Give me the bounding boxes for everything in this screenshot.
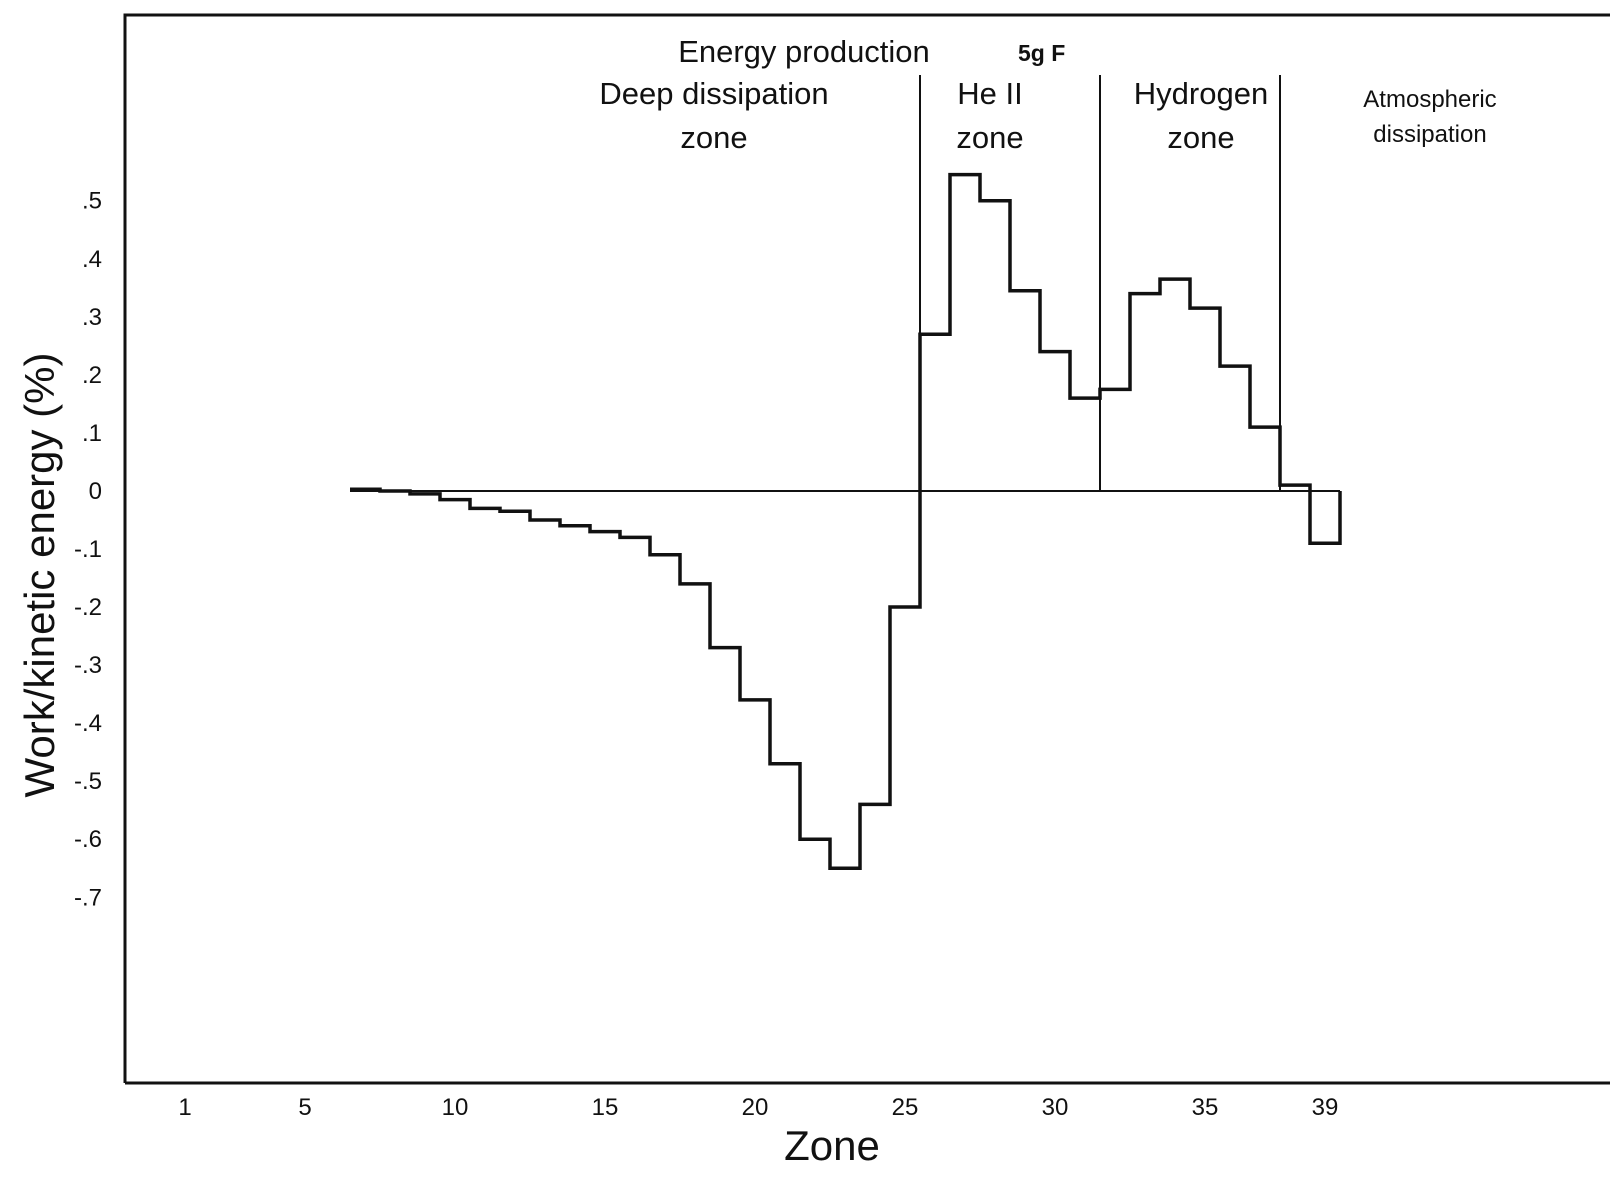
x-tick-label: 5 [298,1094,311,1121]
y-tick-label: -.6 [74,826,102,853]
deep-dissipation-label: Deep dissipation [599,76,828,111]
he-ii-label: He II [957,76,1022,111]
y-tick-label: -.4 [74,710,102,737]
hydrogen-zone-label: zone [1167,120,1234,155]
y-tick-label: -.3 [74,652,102,679]
atmospheric-dissipation-label: dissipation [1373,121,1486,148]
y-tick-label: 0 [89,478,102,505]
x-tick-label: 35 [1192,1094,1219,1121]
y-tick-labels: .5 .4 .3 .2 .1 0 -.1 -.2 -.3 -.4 -.5 -.6 -.7 [74,188,102,912]
x-tick-label: 1 [178,1094,191,1121]
y-tick-label: .1 [82,420,102,447]
y-tick-label: -.5 [74,768,102,795]
energy-production-label: Energy production [678,34,930,69]
plot-frame [123,13,1610,1083]
y-axis-title: Work/kinetic energy (%) [16,352,63,797]
y-tick-label: .4 [82,246,102,273]
y-tick-label: .2 [82,362,102,389]
x-tick-label: 25 [892,1094,919,1121]
x-tick-labels: 1 5 10 15 20 25 30 35 39 [178,1094,1338,1121]
deep-dissipation-zone-label: zone [680,120,747,155]
he-ii-zone-label: zone [956,120,1023,155]
energy-production-tag: 5g F [1018,40,1065,66]
x-tick-label: 20 [742,1094,769,1121]
y-tick-label: -.2 [74,594,102,621]
y-tick-label: -.1 [74,536,102,563]
x-tick-label: 15 [592,1094,619,1121]
y-tick-label: .3 [82,304,102,331]
x-tick-label: 39 [1312,1094,1339,1121]
y-tick-label: .5 [82,188,102,215]
atmospheric-label: Atmospheric [1363,86,1496,113]
y-tick-label: -.7 [74,884,102,911]
x-axis-title: Zone [784,1122,880,1169]
hydrogen-label: Hydrogen [1134,76,1268,111]
x-tick-label: 30 [1042,1094,1069,1121]
work-kinetic-energy-step-series [350,172,1342,870]
x-tick-label: 10 [442,1094,469,1121]
